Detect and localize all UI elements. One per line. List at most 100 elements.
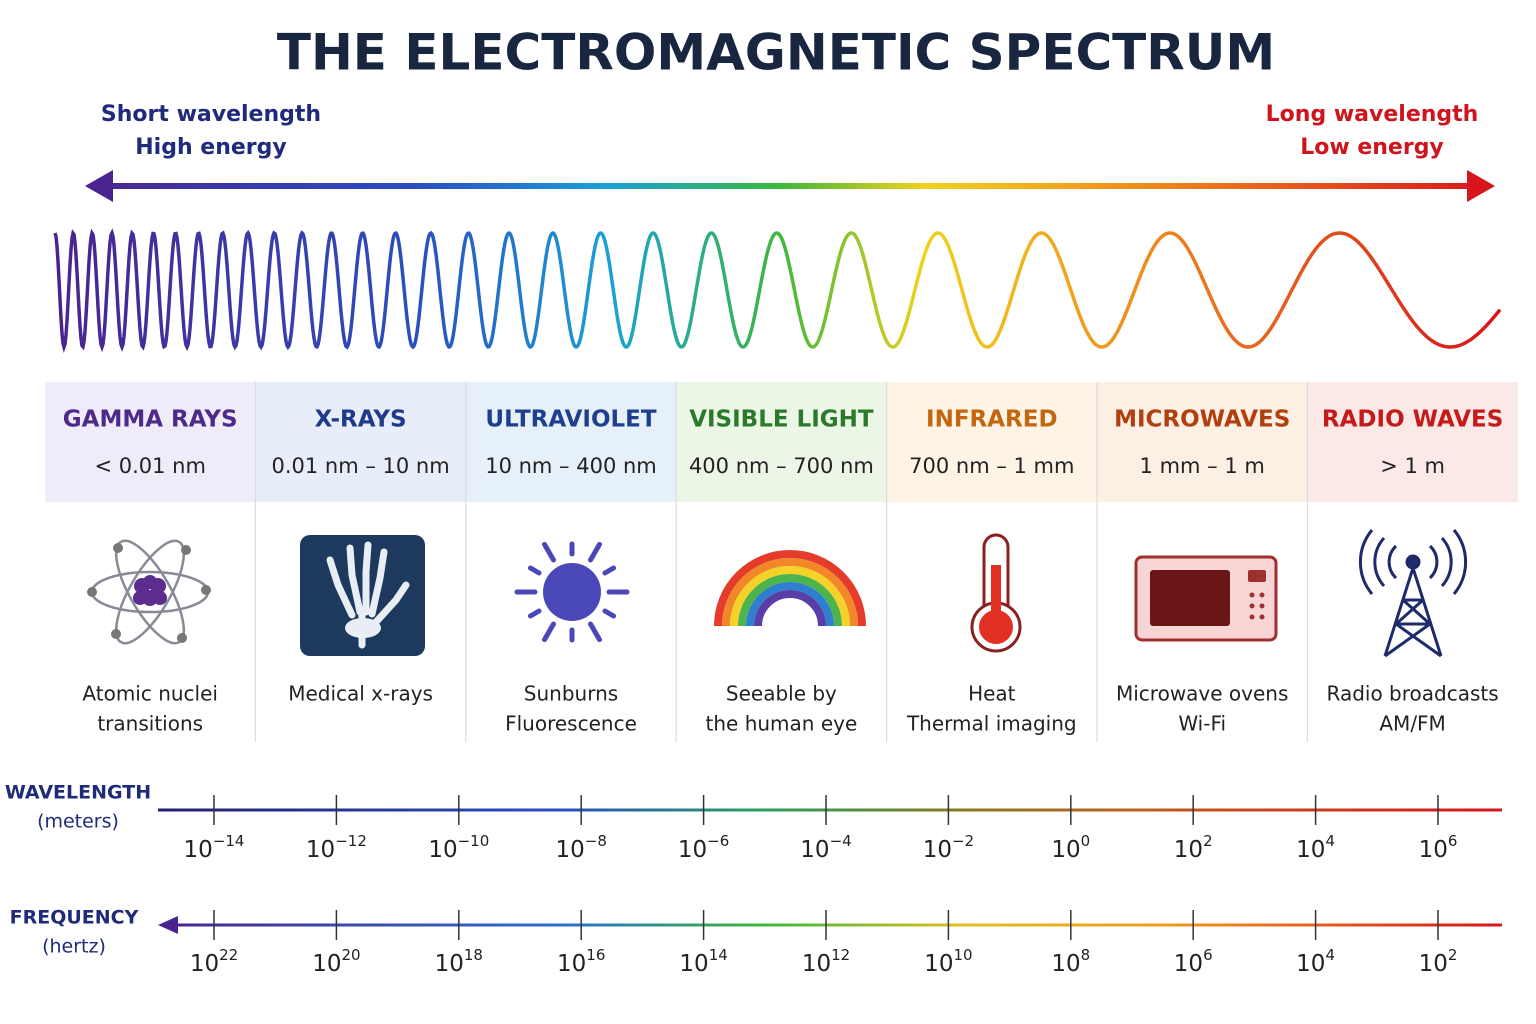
band-header (676, 382, 887, 502)
rainbow-icon (714, 550, 866, 627)
frequency-axis (158, 916, 1502, 934)
band-use: transitions (97, 712, 203, 736)
tick-exponent: 4 (1325, 832, 1335, 850)
tick-exponent: 2 (1203, 832, 1213, 850)
band-header (1097, 382, 1308, 502)
tick-exponent: −14 (213, 832, 245, 850)
band-use: Thermal imaging (906, 712, 1077, 736)
tick-exponent: 2 (1448, 946, 1458, 964)
tick-base: 10 (802, 951, 831, 977)
tick-label: 10−4 (800, 832, 851, 863)
wave (53, 228, 1502, 354)
tick-base: 10 (924, 951, 953, 977)
tick-exponent: −12 (335, 832, 367, 850)
tick-exponent: 20 (341, 946, 360, 964)
tick-label: 10−10 (428, 832, 489, 863)
tick-label: 1020 (312, 946, 360, 977)
tick-exponent: 18 (464, 946, 483, 964)
band-name: MICROWAVES (1114, 407, 1290, 433)
microwave-icon (1134, 555, 1278, 642)
band-use: the human eye (706, 712, 858, 736)
tick-label: 104 (1296, 832, 1335, 863)
band-name: ULTRAVIOLET (485, 407, 656, 433)
short-end: Short wavelength (101, 102, 321, 127)
tick-exponent: 4 (1325, 946, 1335, 964)
band-use: Heat (968, 682, 1016, 706)
band-range: 1 mm – 1 m (1140, 454, 1265, 478)
tick-exponent: −6 (707, 832, 729, 850)
tick-base: 10 (1174, 951, 1203, 977)
tick-label: 1016 (557, 946, 605, 977)
tick-base: 10 (1296, 951, 1325, 977)
tick-label: 100 (1051, 832, 1090, 863)
tick-base: 10 (435, 951, 464, 977)
tick-label: 1012 (802, 946, 850, 977)
band-name: GAMMA RAYS (63, 407, 238, 433)
band-range: 10 nm – 400 nm (485, 454, 657, 478)
band-use: Radio broadcasts (1327, 682, 1499, 706)
tick-base: 10 (1296, 837, 1325, 863)
tick-base: 10 (184, 837, 213, 863)
axis-label: FREQUENCY (10, 907, 139, 929)
tick-label: 108 (1051, 946, 1090, 977)
bands: GAMMA RAYS < 0.01 nm Atomic nuclei transiti… (45, 382, 1518, 742)
axis-label: WAVELENGTH (5, 782, 151, 804)
band-range: 400 nm – 700 nm (689, 454, 874, 478)
tick-base: 10 (679, 951, 708, 977)
tick-exponent: 0 (1081, 832, 1091, 850)
tick-label: 104 (1296, 946, 1335, 977)
band-use: Sunburns (524, 682, 618, 706)
tick-label: 10−14 (184, 832, 245, 863)
band-range: > 1 m (1380, 454, 1445, 478)
tick-base: 10 (312, 951, 341, 977)
tick-base: 10 (428, 837, 457, 863)
tick-exponent: −2 (952, 832, 974, 850)
tick-exponent: 22 (219, 946, 238, 964)
band-header (886, 382, 1097, 502)
band-use: Seeable by (726, 682, 837, 706)
icons (87, 529, 1468, 658)
long-end: Long wavelength (1266, 102, 1479, 127)
long-end: Low energy (1300, 135, 1444, 160)
band-name: RADIO WAVES (1322, 407, 1503, 433)
band-header (465, 382, 677, 502)
tick-exponent: −10 (458, 832, 490, 850)
tick-label: 1014 (679, 946, 727, 977)
tick-exponent: 12 (831, 946, 850, 964)
thermometer-icon (970, 533, 1022, 653)
tick-base: 10 (190, 951, 219, 977)
tick-base: 10 (555, 837, 584, 863)
sun-icon (514, 541, 630, 643)
ticks: 10−14 10−12 10−10 10−8 10−6 10−4 10−2 100 102 104… (184, 795, 1458, 977)
radio-tower-icon (1358, 529, 1468, 658)
tick-base: 10 (1174, 837, 1203, 863)
tick-exponent: −4 (830, 832, 852, 850)
band-range: 700 nm – 1 mm (909, 454, 1074, 478)
tick-base: 10 (306, 837, 335, 863)
band-name: VISIBLE LIGHT (689, 407, 874, 433)
tick-label: 10−8 (555, 832, 606, 863)
band-use: Microwave ovens (1116, 682, 1288, 706)
band-name: X-RAYS (315, 407, 407, 433)
band-use: Medical x-rays (288, 682, 433, 706)
band-header (45, 382, 256, 502)
tick-label: 1010 (924, 946, 972, 977)
tick-label: 102 (1174, 832, 1213, 863)
band-range: < 0.01 nm (94, 454, 205, 478)
axis-unit: (meters) (37, 811, 119, 833)
band-use: AM/FM (1379, 712, 1445, 736)
tick-exponent: 8 (1081, 946, 1091, 964)
band-header (1307, 382, 1518, 502)
tick-label: 106 (1174, 946, 1213, 977)
band-range: 0.01 nm – 10 nm (271, 454, 449, 478)
tick-base: 10 (923, 837, 952, 863)
tick-label: 10−12 (306, 832, 367, 863)
title: THE ELECTROMAGNETIC SPECTRUM (277, 24, 1275, 82)
tick-base: 10 (1051, 951, 1080, 977)
band-use: Atomic nuclei (82, 682, 218, 706)
tick-exponent: 16 (586, 946, 605, 964)
tick-label: 106 (1419, 832, 1458, 863)
tick-base: 10 (1419, 837, 1448, 863)
band-use: Fluorescence (505, 712, 637, 736)
